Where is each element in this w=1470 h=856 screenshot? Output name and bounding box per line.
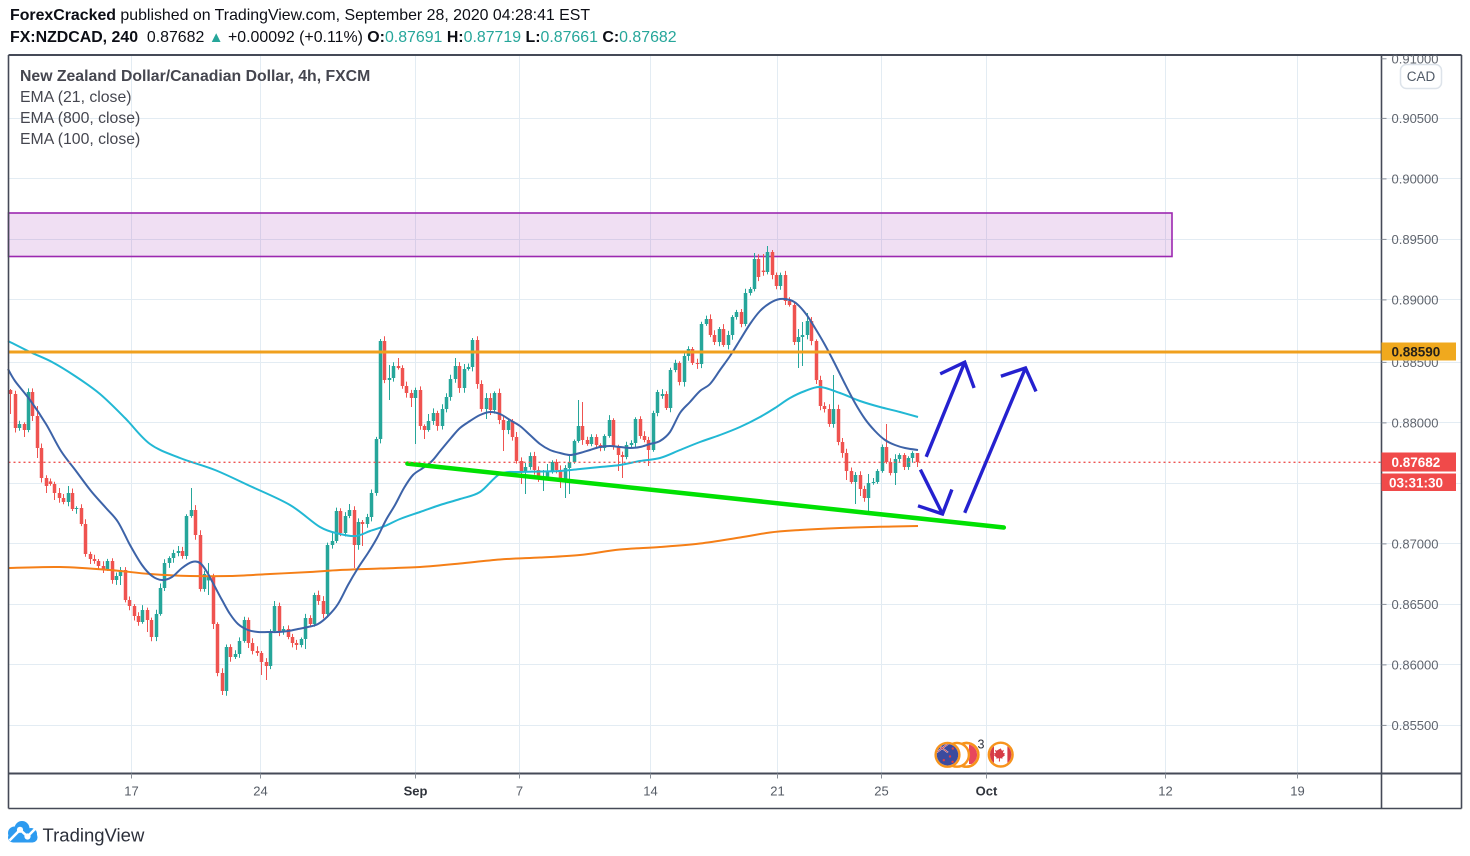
svg-text:0.90500: 0.90500 <box>1392 111 1439 126</box>
svg-text:03:31:30: 03:31:30 <box>1389 476 1443 491</box>
svg-text:0.85500: 0.85500 <box>1392 718 1439 733</box>
svg-text:0.86000: 0.86000 <box>1392 657 1439 672</box>
svg-text:0.87682: 0.87682 <box>1392 455 1441 470</box>
svg-text:7: 7 <box>516 784 523 799</box>
svg-text:3: 3 <box>978 738 985 752</box>
svg-text:CAD: CAD <box>1407 69 1436 84</box>
svg-text:25: 25 <box>874 784 888 799</box>
svg-text:0.87000: 0.87000 <box>1392 536 1439 551</box>
svg-text:0.89500: 0.89500 <box>1392 232 1439 247</box>
svg-text:21: 21 <box>770 784 784 799</box>
svg-text:Sep: Sep <box>404 784 428 799</box>
svg-text:0.88590: 0.88590 <box>1392 345 1441 360</box>
svg-text:12: 12 <box>1158 784 1172 799</box>
svg-text:19: 19 <box>1290 784 1304 799</box>
svg-text:0.90000: 0.90000 <box>1392 171 1439 186</box>
svg-text:0.88000: 0.88000 <box>1392 415 1439 430</box>
svg-text:0.89000: 0.89000 <box>1392 292 1439 307</box>
svg-text:17: 17 <box>124 784 138 799</box>
svg-text:0.86500: 0.86500 <box>1392 597 1439 612</box>
svg-text:Oct: Oct <box>976 784 998 799</box>
svg-text:0.91000: 0.91000 <box>1392 51 1439 66</box>
svg-text:TradingView: TradingView <box>43 825 145 846</box>
svg-text:24: 24 <box>253 784 267 799</box>
svg-text:14: 14 <box>643 784 657 799</box>
